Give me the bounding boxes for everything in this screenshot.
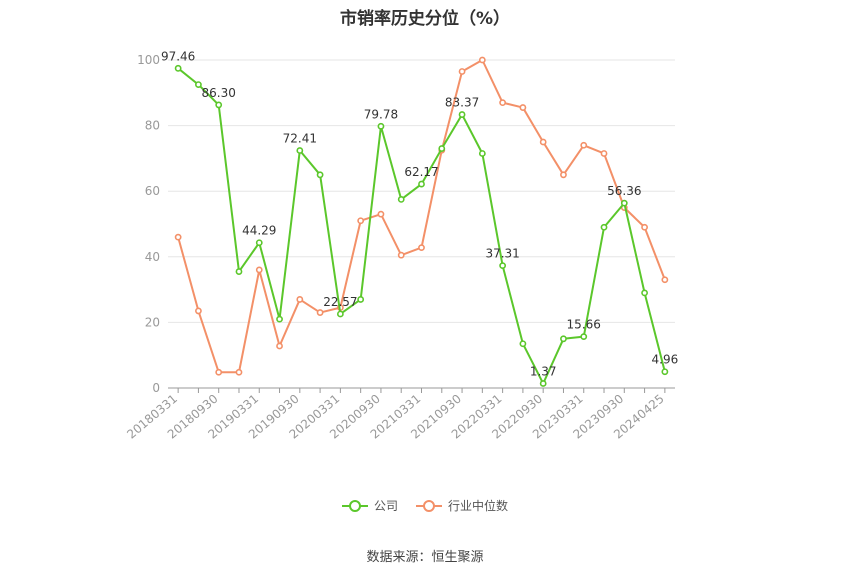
chart-title: 市销率历史分位（%） [339,9,511,29]
y-tick-label: 100 [137,53,160,67]
data-point-industry [195,307,202,315]
data-point-industry [377,210,385,218]
data-source-note: 数据来源：恒生聚源 [366,550,484,565]
data-point-industry [539,138,547,146]
data-point-industry [418,244,425,252]
data-label: 79.78 [364,107,398,121]
legend-label-company: 公司 [373,499,398,513]
y-tick-label: 0 [152,381,160,395]
y-tick-label: 60 [145,184,160,198]
legend: 公司 行业中位数 [0,497,850,514]
data-point-industry [316,309,324,316]
data-label: 56.36 [607,184,641,198]
data-point-company [276,315,283,323]
data-label: 86.30 [202,86,236,100]
data-point-industry [357,217,365,225]
data-point-industry [641,223,648,231]
data-point-industry [661,276,669,284]
data-point-industry [478,56,486,64]
data-point-industry [255,266,263,274]
data-point-company [620,199,628,207]
data-point-company [397,195,405,203]
data-point-company [438,145,446,152]
y-tick-label: 20 [145,315,160,329]
data-point-company [235,268,243,275]
data-point-industry [458,68,466,75]
data-point-industry [235,368,243,376]
data-point-company [499,262,507,270]
data-point-industry [600,150,608,157]
legend-swatch-industry [416,499,442,512]
data-point-company [377,122,385,130]
data-point-company [580,333,588,341]
data-point-company [255,239,263,247]
y-tick-label: 40 [145,250,160,264]
data-label: 62.17 [404,165,438,179]
data-point-industry [174,233,182,241]
data-point-industry [560,171,567,179]
data-label: 97.46 [161,49,195,63]
data-point-industry [296,296,304,303]
data-label: 15.66 [567,318,601,332]
data-point-company [336,310,344,318]
legend-item-company[interactable]: 公司 [341,497,398,514]
y-tick-label: 80 [145,119,160,133]
data-point-industry [580,141,588,149]
data-point-industry [276,342,283,350]
data-label: 72.41 [283,131,317,145]
legend-swatch-company [341,499,368,512]
data-point-company [539,380,547,387]
data-label: 4.96 [652,353,679,367]
legend-label-industry: 行业中位数 [448,499,509,513]
data-point-industry [499,99,507,107]
data-point-company [296,147,304,154]
legend-item-industry[interactable]: 行业中位数 [416,497,508,514]
data-label: 37.31 [485,247,519,261]
data-point-company [661,368,669,376]
data-point-company [519,340,527,348]
data-label: 44.29 [242,224,276,238]
data-point-company [418,180,425,188]
data-point-company [458,111,466,118]
data-point-industry [519,104,527,111]
data-point-industry [397,251,405,259]
data-point-company [316,171,324,179]
data-label: 83.37 [445,96,479,110]
data-point-company [560,335,567,343]
data-point-company [195,81,202,88]
data-label: 1.37 [530,365,557,379]
data-point-industry [215,368,223,376]
data-label: 22.57 [323,295,357,309]
data-point-company [174,64,182,72]
data-point-company [478,150,486,157]
data-point-company [641,289,648,297]
data-point-company [600,223,608,231]
data-point-company [357,296,365,303]
data-point-company [215,101,223,109]
